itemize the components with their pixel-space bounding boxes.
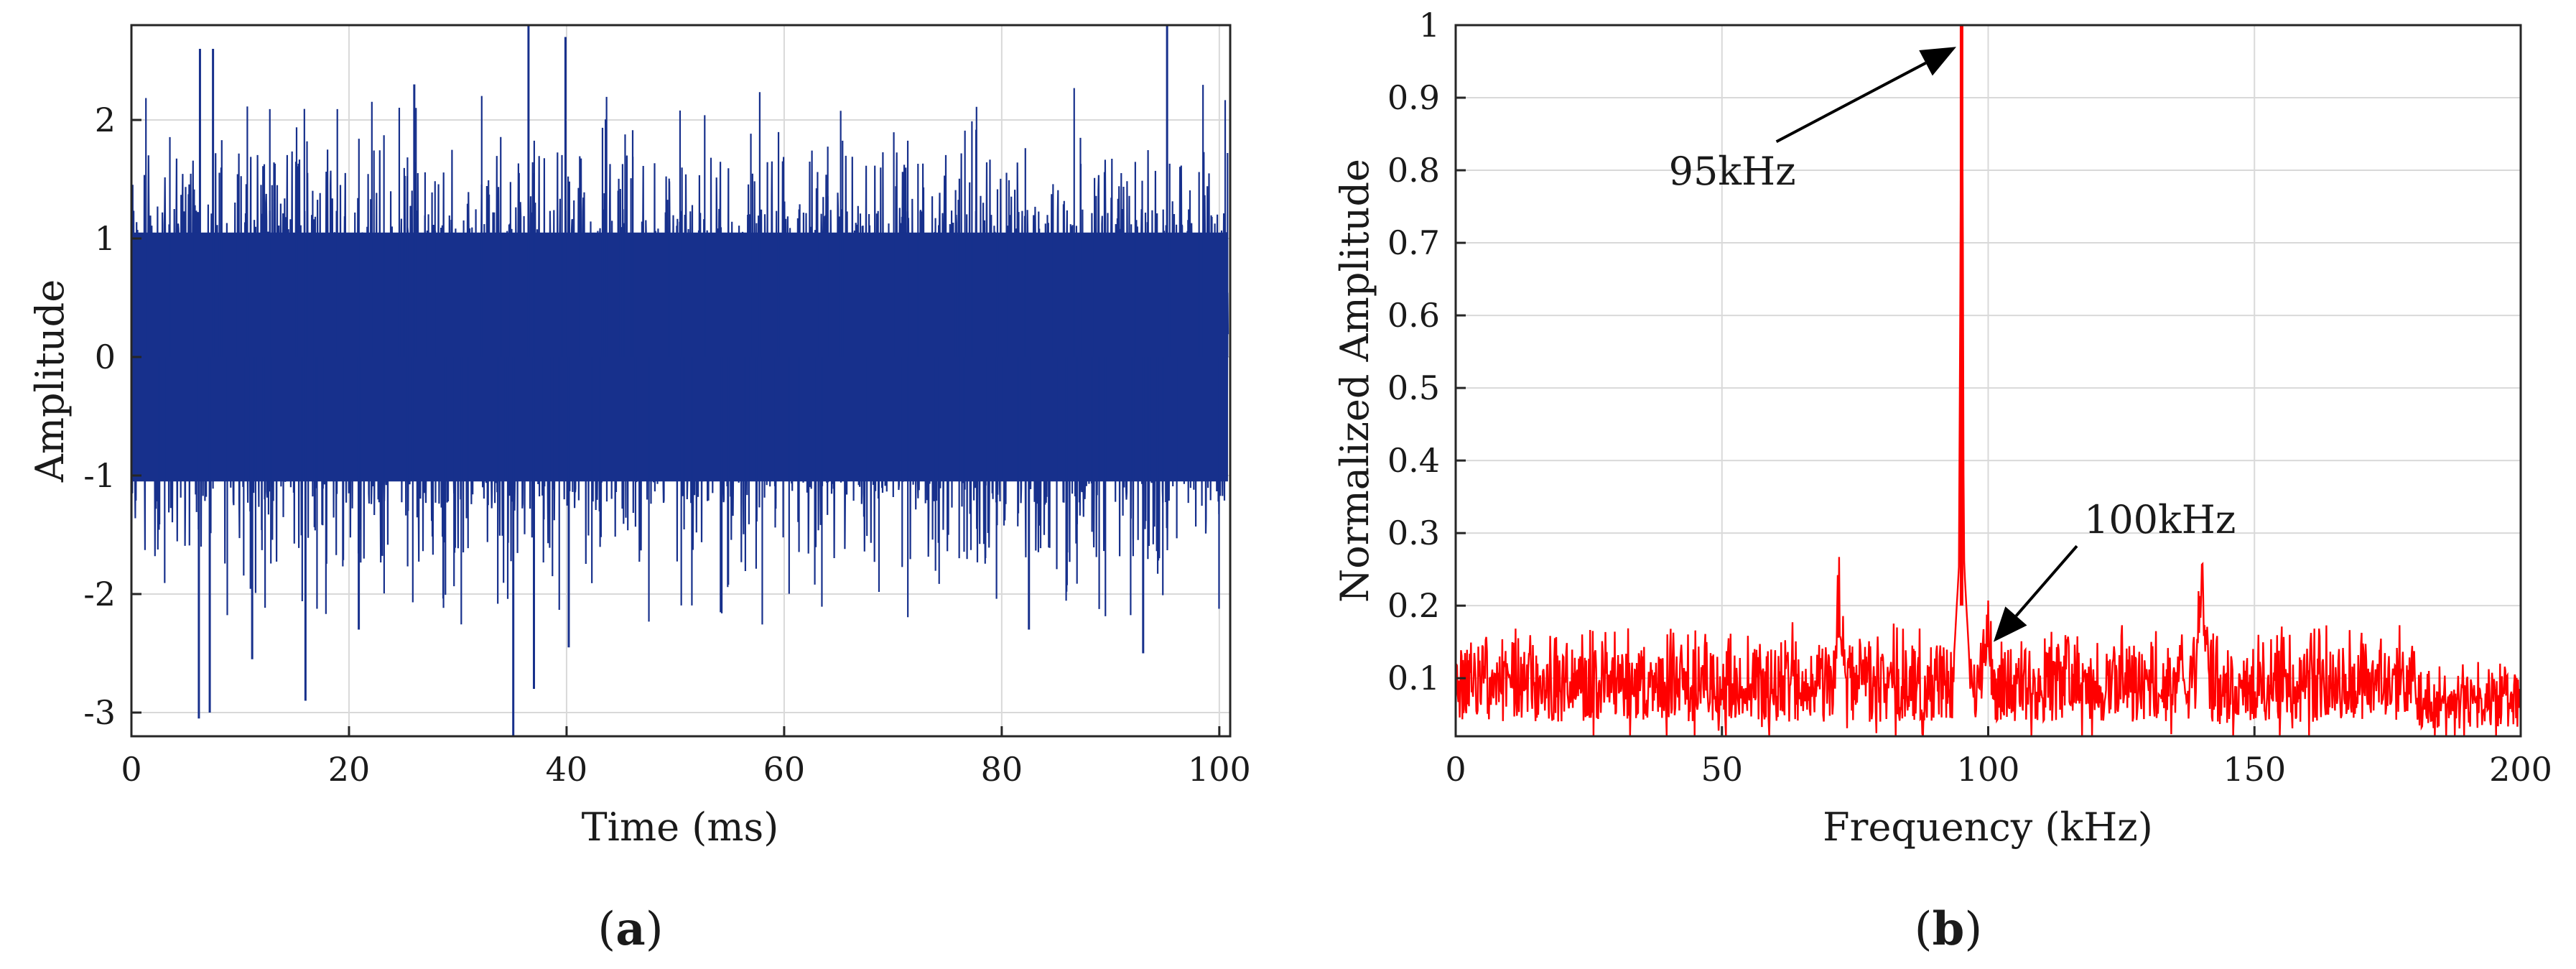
y-tick-label: 0.9 (1387, 78, 1440, 117)
x-tick-label: 0 (121, 750, 141, 789)
x-tick-label: 200 (2489, 750, 2552, 789)
y-tick-label: 2 (95, 101, 116, 139)
x-tick-label: 80 (981, 750, 1023, 789)
y-tick-label: 0.8 (1387, 151, 1440, 190)
y-tick-label: 0.2 (1387, 586, 1440, 625)
y-tick-label: 1 (95, 219, 116, 258)
annotation-arrow-shaft (1775, 61, 1927, 144)
panel-b-annotations: 95kHz 100kHz (1669, 47, 2236, 642)
panel-b: 0 50 100 150 200 1 0.9 0.8 0.7 0.6 0.5 0.4 0.3 0.2 0.… (1332, 6, 2552, 956)
x-tick-label: 20 (328, 750, 371, 789)
y-tick-label: 0.7 (1387, 223, 1440, 262)
panel-a-y-axis-label: Amplitude (27, 279, 73, 483)
x-tick-label: 100 (1957, 750, 2020, 789)
panel-a: 0 20 40 60 80 100 2 1 0 -1 -2 -3 Time (ms) Amplitu… (27, 24, 1251, 956)
annotation-label: 95kHz (1669, 149, 1796, 194)
panel-b-caption: (b) (1915, 902, 1983, 956)
panel-b-spectrum (1454, 25, 2522, 737)
panel-a-caption: (a) (597, 902, 663, 956)
y-tick-label: 0.3 (1387, 514, 1440, 552)
x-tick-label: 40 (546, 750, 588, 789)
y-tick-label: 1 (1419, 6, 1440, 45)
annotation-label: 100kHz (2084, 497, 2236, 542)
x-tick-label: 0 (1445, 750, 1466, 789)
y-tick-label: 0.6 (1387, 296, 1440, 335)
panel-a-axes-frame (130, 24, 1232, 738)
x-tick-label: 150 (2223, 750, 2286, 789)
panel-b-y-ticks: 1 0.9 0.8 0.7 0.6 0.5 0.4 0.3 0.2 0.1 (1387, 6, 1466, 697)
annotation-arrow-shaft (2014, 544, 2078, 617)
panel-b-x-axis-label: Frequency (kHz) (1823, 805, 2153, 850)
y-tick-label: 0 (95, 338, 116, 376)
y-tick-label: -2 (83, 575, 116, 613)
x-tick-label: 60 (763, 750, 806, 789)
x-tick-label: 100 (1188, 750, 1251, 789)
y-tick-label: 0.4 (1387, 441, 1440, 480)
panel-a-x-axis-label: Time (ms) (582, 805, 779, 850)
panel-a-time-series (130, 25, 1229, 736)
spectrum-trace (1454, 35, 2522, 737)
y-tick-label: 0.1 (1387, 659, 1440, 697)
y-tick-label: -3 (83, 693, 116, 732)
annotation-arrow-head (1993, 606, 2027, 642)
panel-a-y-ticks: 2 1 0 -1 -2 -3 (83, 101, 141, 732)
panel-a-x-ticks: 0 20 40 60 80 100 (121, 726, 1251, 789)
panel-b-x-ticks: 0 50 100 150 200 (1445, 726, 2552, 789)
annotation-arrow-head (1919, 47, 1957, 76)
panel-b-y-axis-label: Normalized Amplitude (1332, 159, 1377, 603)
x-tick-label: 50 (1701, 750, 1743, 789)
y-tick-label: 0.5 (1387, 368, 1440, 407)
y-tick-label: -1 (83, 456, 116, 495)
